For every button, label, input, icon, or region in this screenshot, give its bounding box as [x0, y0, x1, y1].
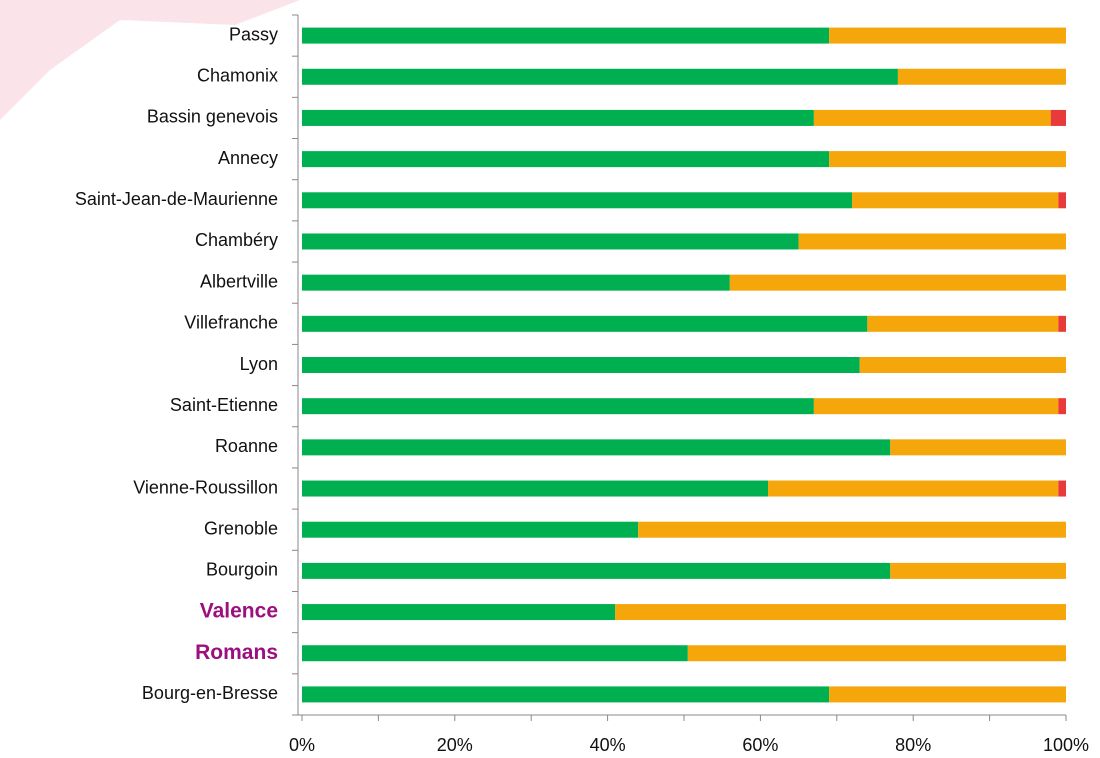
category-label: Chamonix: [197, 66, 278, 86]
bar-segment: [1051, 110, 1066, 126]
category-label: Saint-Jean-de-Maurienne: [75, 189, 278, 209]
bar-segment: [898, 69, 1066, 85]
category-label: Grenoble: [204, 518, 278, 538]
category-label: Saint-Etienne: [170, 395, 278, 415]
bar-segment: [814, 110, 1051, 126]
bar-segment: [814, 398, 1058, 414]
bar-segment: [829, 686, 1066, 702]
bar-segment: [1058, 398, 1066, 414]
watermark: [0, 0, 300, 120]
bar-segment: [867, 316, 1058, 332]
bar-segment: [638, 522, 1066, 538]
bar-segment: [688, 645, 1066, 661]
category-label: Bassin genevois: [147, 107, 278, 127]
x-tick-label: 100%: [1043, 735, 1089, 755]
category-label: Vienne-Roussillon: [133, 477, 278, 497]
bar-segment: [302, 151, 829, 167]
bar-segment: [829, 151, 1066, 167]
bar-segment: [1058, 192, 1066, 208]
category-label: Romans: [195, 641, 278, 664]
category-label: Annecy: [218, 148, 278, 168]
category-label: Albertville: [200, 271, 278, 291]
x-tick-label: 20%: [437, 735, 473, 755]
x-tick-label: 80%: [895, 735, 931, 755]
bar-segment: [302, 398, 814, 414]
bar-segment: [302, 28, 829, 44]
x-tick-label: 60%: [742, 735, 778, 755]
bar-segment: [302, 522, 638, 538]
bar-segment: [302, 563, 890, 579]
x-tick-label: 0%: [289, 735, 315, 755]
bar-segment: [860, 357, 1066, 373]
category-label: Bourgoin: [206, 560, 278, 580]
category-label: Lyon: [240, 354, 278, 374]
bar-segment: [730, 275, 1066, 291]
bar-segment: [768, 481, 1058, 497]
category-label: Roanne: [215, 436, 278, 456]
bar-segment: [302, 316, 867, 332]
bar-segment: [302, 439, 890, 455]
chart: 0% 20% 40% 60% 80% 100% Passy Chamonix Bassin ge…: [0, 0, 1100, 758]
bar-segment: [302, 357, 860, 373]
bar-segment: [302, 69, 898, 85]
bar-segment: [829, 28, 1066, 44]
bar-segment: [302, 275, 730, 291]
bar-segment: [890, 439, 1066, 455]
category-label: Valence: [200, 600, 278, 623]
bar-segment: [302, 645, 688, 661]
bar-segment: [302, 110, 814, 126]
bar-segment: [302, 604, 615, 620]
bar-segment: [302, 481, 768, 497]
bar-segment: [302, 686, 829, 702]
bar-segment: [302, 233, 799, 249]
category-label: Chambéry: [195, 230, 278, 250]
category-label: Villefranche: [184, 313, 278, 333]
category-label: Passy: [229, 24, 278, 44]
bar-segment: [1058, 316, 1066, 332]
x-tick-label: 40%: [590, 735, 626, 755]
bar-segment: [890, 563, 1066, 579]
bar-segment: [302, 192, 852, 208]
category-label: Bourg-en-Bresse: [142, 683, 278, 703]
bar-segment: [615, 604, 1066, 620]
bar-segment: [1058, 481, 1066, 497]
bar-segment: [799, 233, 1066, 249]
bar-segment: [852, 192, 1058, 208]
